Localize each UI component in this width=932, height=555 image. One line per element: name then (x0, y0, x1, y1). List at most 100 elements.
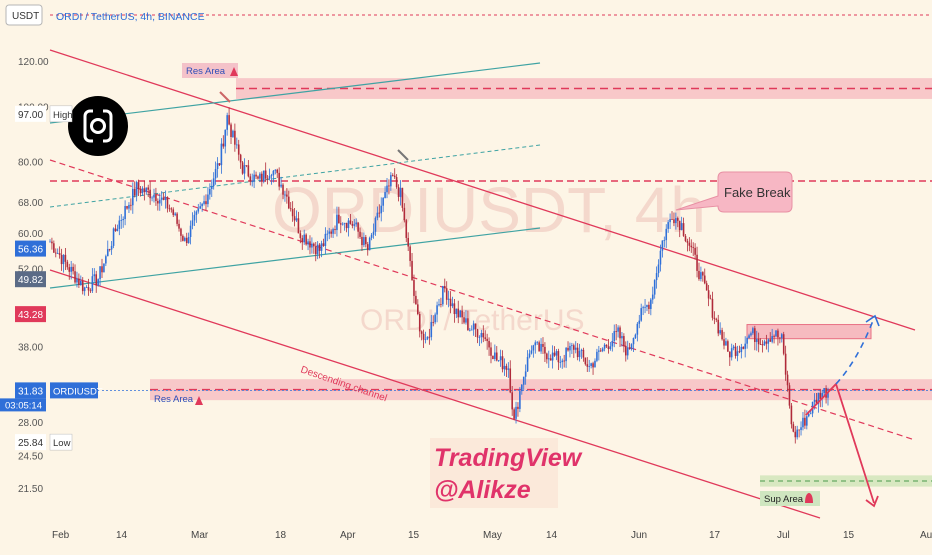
candle-body (99, 266, 101, 280)
candle-body (182, 235, 184, 241)
candle-body (576, 347, 579, 358)
candle-body (355, 222, 357, 225)
candle-body (62, 254, 65, 265)
candle-body (54, 252, 57, 254)
candle-body (617, 327, 619, 332)
candle-body (619, 327, 621, 339)
x-tick-label: 18 (275, 530, 287, 541)
candle-body (555, 351, 558, 356)
candle-body (484, 337, 487, 339)
candle-body (494, 352, 496, 359)
candle-body (366, 244, 369, 251)
candle-body (673, 219, 675, 224)
candle-body (386, 185, 388, 193)
candle-body (821, 393, 824, 399)
candle-body (106, 249, 109, 257)
x-axis: Feb 14 Mar 18 Apr 15 May 14 Jun 17 Jul 15 Aug (0, 522, 932, 550)
candle-body (703, 275, 706, 284)
candle-body (438, 304, 440, 306)
countdown-label: 03:05:14 (5, 400, 42, 411)
y-tick-label: 68.00 (18, 198, 43, 209)
candle-body (357, 222, 359, 232)
candle-body (594, 360, 596, 368)
candle-body (628, 347, 631, 350)
candle-body (343, 222, 346, 224)
candle-body (363, 237, 365, 246)
candle-body (503, 365, 506, 370)
candle-body (465, 318, 467, 323)
candle-body (293, 216, 296, 221)
candle-body (153, 194, 155, 198)
candle-body (376, 212, 379, 218)
candle-body (757, 339, 760, 345)
candle-body (403, 207, 406, 221)
candle-body (189, 225, 192, 238)
candle-body (299, 233, 302, 239)
currency-button[interactable] (5, 4, 43, 26)
candle-body (130, 204, 132, 206)
candle-body (209, 188, 211, 195)
candle-body (626, 347, 629, 356)
candle-body (578, 350, 581, 358)
candle-body (305, 234, 307, 245)
candle-body (817, 392, 820, 404)
candle-body (476, 329, 479, 338)
candle-body (417, 304, 419, 315)
svg-text:Res Area: Res Area (186, 66, 226, 77)
candle-body (56, 253, 59, 254)
candle-body (110, 245, 113, 250)
candle-body (178, 223, 180, 229)
candle-body (318, 244, 321, 251)
candle-body (195, 211, 198, 215)
candle-body (586, 364, 589, 367)
candle-body (467, 318, 469, 331)
candle-body (661, 240, 664, 251)
candle-body (746, 337, 748, 344)
candle-body (185, 237, 188, 244)
candle-body (330, 231, 332, 234)
candle-body (825, 387, 827, 398)
y-tick-label: 52.00 (18, 265, 43, 276)
candle-body (141, 188, 144, 194)
candle-body (788, 385, 791, 406)
candle-body (642, 307, 644, 309)
candle-body (561, 360, 564, 363)
candle-body (780, 334, 783, 339)
candle-body (567, 347, 569, 351)
candle-body (120, 220, 123, 221)
candle-body (201, 203, 203, 207)
candle-body (675, 218, 677, 224)
candle-body (798, 429, 800, 431)
candle-body (411, 260, 413, 281)
candle-body (297, 218, 300, 234)
candle-body (623, 336, 625, 347)
candle-body (815, 399, 818, 404)
candle-body (105, 256, 107, 264)
candle-body (630, 344, 633, 350)
candle-body (278, 172, 280, 187)
candle-body (705, 283, 708, 291)
candle-body (101, 266, 103, 273)
candle-body (721, 330, 723, 340)
candle-body (754, 328, 756, 342)
candle-body (334, 229, 336, 231)
candle-body (66, 261, 69, 268)
candle-body (530, 350, 533, 354)
candle-body (443, 286, 446, 289)
candle-body (569, 345, 571, 351)
candle-body (316, 244, 319, 255)
candle-body (241, 162, 244, 174)
candle-body (418, 314, 421, 332)
candle-body (624, 346, 627, 356)
candle-body (474, 323, 477, 330)
candle-body (453, 303, 456, 315)
candle-body (680, 223, 683, 231)
x-tick-label: 14 (116, 530, 128, 541)
candle-body (103, 263, 105, 273)
candle-body (725, 341, 727, 346)
res-area-top-zone (236, 78, 932, 99)
warning-icon (195, 396, 203, 405)
candle-body (155, 194, 157, 201)
candle-body (771, 336, 773, 342)
